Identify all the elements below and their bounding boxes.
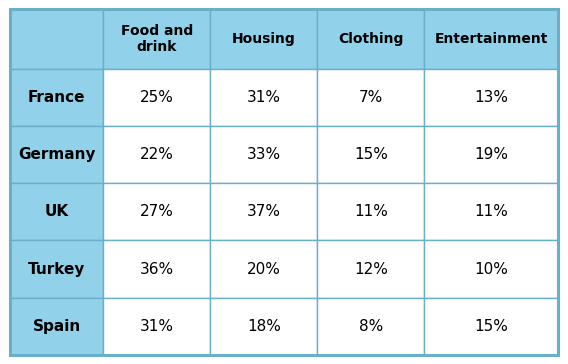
Bar <box>10 298 103 355</box>
Text: UK: UK <box>45 204 69 219</box>
Text: Germany: Germany <box>18 147 95 162</box>
Bar <box>318 183 424 240</box>
Bar <box>424 126 558 183</box>
Text: 11%: 11% <box>354 204 388 219</box>
Text: 37%: 37% <box>247 204 281 219</box>
Text: Clothing: Clothing <box>338 32 403 46</box>
Text: 20%: 20% <box>247 261 281 277</box>
Text: 7%: 7% <box>359 90 383 105</box>
Bar <box>424 183 558 240</box>
Text: Housing: Housing <box>232 32 296 46</box>
Text: Food and
drink: Food and drink <box>121 24 193 54</box>
Bar <box>318 9 424 69</box>
Text: 25%: 25% <box>140 90 174 105</box>
Text: 33%: 33% <box>247 147 281 162</box>
Text: 10%: 10% <box>474 261 508 277</box>
Bar <box>210 69 318 126</box>
Text: 12%: 12% <box>354 261 388 277</box>
Text: 8%: 8% <box>359 319 383 334</box>
Bar <box>10 183 103 240</box>
Bar <box>210 298 318 355</box>
Text: 22%: 22% <box>140 147 174 162</box>
Text: 11%: 11% <box>474 204 508 219</box>
Text: Spain: Spain <box>33 319 81 334</box>
Text: France: France <box>28 90 86 105</box>
Text: 13%: 13% <box>474 90 508 105</box>
Text: 36%: 36% <box>140 261 174 277</box>
Bar <box>103 240 210 298</box>
Text: 27%: 27% <box>140 204 174 219</box>
Bar <box>103 298 210 355</box>
Bar <box>103 183 210 240</box>
Bar <box>318 126 424 183</box>
Bar <box>210 126 318 183</box>
Bar <box>424 298 558 355</box>
Bar <box>318 298 424 355</box>
Bar <box>210 9 318 69</box>
Bar <box>210 240 318 298</box>
Bar <box>424 69 558 126</box>
Bar <box>318 240 424 298</box>
Bar <box>424 9 558 69</box>
Bar <box>10 240 103 298</box>
Text: 31%: 31% <box>247 90 281 105</box>
Text: 31%: 31% <box>140 319 174 334</box>
Bar <box>103 9 210 69</box>
Text: Turkey: Turkey <box>28 261 86 277</box>
Bar <box>103 69 210 126</box>
Bar <box>210 183 318 240</box>
Text: 15%: 15% <box>474 319 508 334</box>
Text: 19%: 19% <box>474 147 508 162</box>
Text: 15%: 15% <box>354 147 388 162</box>
Bar <box>10 126 103 183</box>
Bar <box>424 240 558 298</box>
Text: Entertainment: Entertainment <box>435 32 548 46</box>
Text: 18%: 18% <box>247 319 281 334</box>
Bar <box>103 126 210 183</box>
Bar <box>10 9 103 69</box>
Bar <box>318 69 424 126</box>
Bar <box>10 69 103 126</box>
